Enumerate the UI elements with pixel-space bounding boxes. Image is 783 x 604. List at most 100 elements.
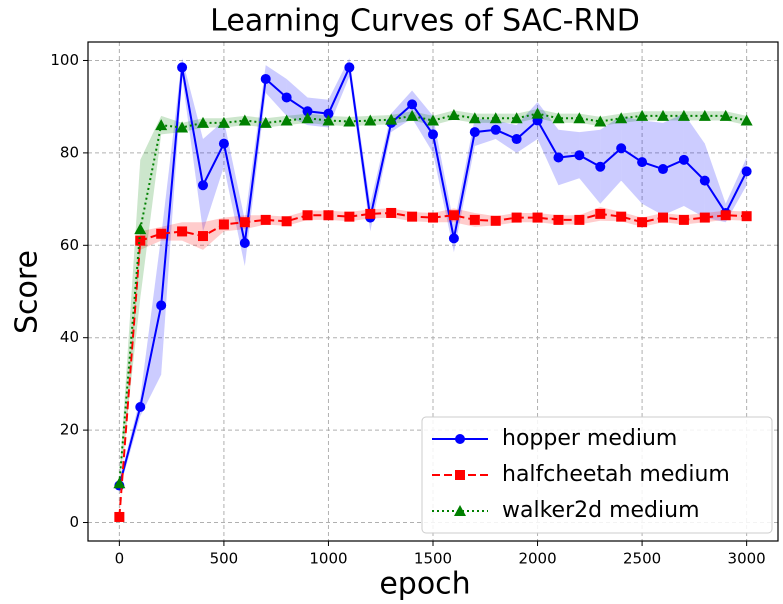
marker [177, 226, 188, 237]
error-band [642, 120, 663, 216]
marker [532, 212, 543, 223]
marker [616, 143, 627, 154]
marker [699, 175, 710, 186]
marker [637, 157, 648, 168]
marker [574, 150, 585, 161]
marker [281, 216, 292, 227]
legend-marker [455, 434, 465, 444]
x-tick-label: 1000 [309, 550, 347, 568]
error-band [140, 236, 162, 417]
x-tick-label: 1500 [414, 550, 452, 568]
marker [511, 134, 522, 145]
error-band [600, 115, 622, 204]
legend-marker [454, 505, 466, 516]
marker [595, 161, 606, 172]
legend-label: halfcheetah medium [502, 462, 730, 487]
marker [198, 180, 208, 191]
marker [553, 152, 564, 163]
marker [218, 138, 229, 149]
marker [323, 210, 334, 221]
marker [553, 214, 564, 225]
marker [573, 112, 586, 124]
legend-label: walker2d medium [502, 498, 700, 523]
marker [407, 211, 418, 222]
marker [155, 119, 168, 131]
marker [156, 228, 167, 239]
error-band [203, 120, 224, 232]
error-band [683, 113, 705, 218]
marker [510, 112, 523, 124]
marker [741, 211, 752, 222]
error-band [119, 159, 141, 488]
marker [260, 214, 271, 225]
marker [344, 62, 355, 73]
marker [407, 99, 418, 110]
marker [323, 108, 334, 119]
marker [134, 223, 147, 235]
error-band [203, 118, 224, 128]
marker [658, 164, 668, 175]
marker [239, 217, 250, 228]
error-band [495, 120, 517, 153]
marker [531, 107, 544, 119]
marker [260, 73, 271, 84]
marker [344, 211, 355, 222]
y-axis-label: Score [10, 250, 45, 334]
marker [281, 92, 292, 103]
marker [156, 300, 167, 311]
x-tick-label: 0 [115, 550, 125, 568]
marker [741, 166, 752, 177]
marker [135, 402, 146, 413]
marker [699, 212, 710, 223]
marker [448, 233, 459, 244]
x-tick-label: 2500 [623, 550, 661, 568]
x-tick-label: 500 [210, 550, 239, 568]
y-tick-label: 60 [60, 236, 79, 254]
error-band [182, 222, 203, 250]
error-band [537, 102, 559, 186]
error-band [621, 115, 643, 204]
error-band [621, 212, 643, 227]
x-axis-label: epoch [379, 567, 470, 602]
x-tick-label: 3000 [728, 550, 766, 568]
marker [176, 121, 189, 133]
marker [302, 210, 313, 221]
marker [218, 219, 229, 230]
error-band [203, 217, 224, 250]
bands [119, 58, 747, 520]
marker [468, 112, 481, 124]
error-band [579, 206, 601, 225]
marker [636, 109, 649, 121]
marker [678, 214, 689, 225]
marker [198, 231, 208, 242]
x-tick-label: 2000 [518, 550, 556, 568]
marker [427, 114, 439, 126]
marker [365, 208, 376, 219]
error-band [244, 215, 266, 230]
marker [238, 114, 251, 126]
marker [385, 113, 398, 125]
marker [637, 217, 648, 228]
error-band [704, 210, 726, 223]
marker [511, 212, 522, 223]
error-band [642, 111, 663, 121]
chart-title: Learning Curves of SAC-RND [210, 4, 640, 39]
marker [698, 109, 711, 121]
error-band [516, 212, 538, 223]
error-band [349, 209, 371, 222]
error-band [704, 111, 726, 121]
legend-box [421, 416, 773, 534]
marker [469, 127, 480, 138]
error-band [140, 115, 162, 299]
marker [114, 511, 125, 522]
marker [197, 116, 209, 128]
marker [490, 124, 501, 135]
error-band [558, 113, 580, 123]
error-band [683, 111, 705, 121]
error-band [663, 111, 684, 121]
marker [678, 154, 689, 165]
y-tick-label: 0 [69, 513, 79, 531]
marker [615, 112, 628, 124]
error-band [140, 226, 162, 250]
